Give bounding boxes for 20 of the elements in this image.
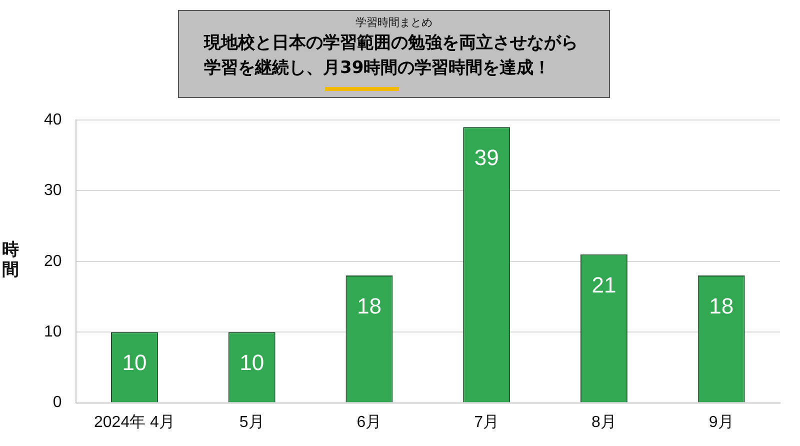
x-tick-label: 6月 bbox=[356, 414, 382, 431]
y-tick-label: 40 bbox=[44, 111, 62, 128]
chart-title: 現地校と日本の学習範囲の勉強を両立させながら学習を継続し、月39時間の学習時間を達成！ bbox=[204, 32, 579, 80]
y-tick-label: 20 bbox=[44, 252, 62, 270]
x-tick-label: 7月 bbox=[474, 414, 500, 431]
data-label: 21 bbox=[592, 272, 616, 298]
x-tick-label: 9月 bbox=[708, 414, 734, 431]
y-tick-label: 30 bbox=[44, 182, 62, 200]
chart-subtitle: 学習時間まとめ bbox=[354, 15, 434, 30]
data-label: 10 bbox=[240, 350, 264, 376]
x-tick-label: 8月 bbox=[591, 414, 616, 431]
y-axis-title: 時間 bbox=[2, 240, 20, 280]
data-label: 39 bbox=[474, 145, 499, 170]
data-label: 18 bbox=[356, 294, 382, 319]
x-tick-label: 5月 bbox=[239, 414, 264, 431]
data-label: 18 bbox=[709, 294, 734, 319]
y-tick-label: 10 bbox=[44, 324, 62, 341]
y-tick-label: 0 bbox=[52, 394, 62, 412]
data-label: 10 bbox=[122, 350, 147, 376]
x-tick-label: 2024年 4月 bbox=[94, 414, 175, 431]
